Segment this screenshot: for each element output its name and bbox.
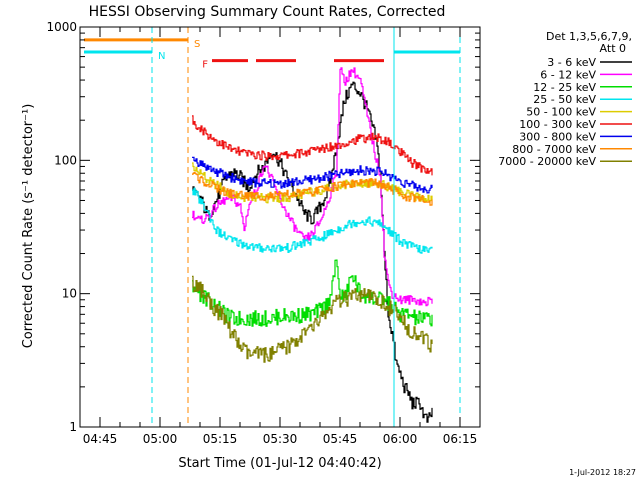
x-tick-label: 06:00 — [383, 432, 418, 446]
legend-label-2: 6 - 12 keV — [540, 68, 596, 81]
legend-header-1: Det 1,3,5,6,7,9, — [546, 30, 632, 43]
legend-label-3: 12 - 25 keV — [533, 81, 596, 94]
x-tick-label: 05:00 — [143, 432, 178, 446]
status-bar-label-N: N — [158, 51, 165, 62]
series-line-1 — [192, 81, 433, 423]
status-bar-label-S: S — [194, 39, 200, 50]
series-line-8 — [192, 171, 433, 206]
x-axis-label: Start Time (01-Jul-12 04:40:42) — [178, 456, 381, 471]
legend-label-5: 50 - 100 keV — [526, 106, 596, 119]
series-line-7 — [192, 156, 433, 194]
y-tick-label: 1000 — [46, 20, 77, 34]
y-tick-label: 100 — [54, 153, 77, 167]
series-line-6 — [192, 115, 433, 176]
legend-label-8: 800 - 7000 keV — [512, 143, 596, 156]
x-tick-label: 04:45 — [83, 432, 118, 446]
legend-label-7: 300 - 800 keV — [519, 130, 596, 143]
x-tick-label: 05:45 — [323, 432, 358, 446]
x-tick-label: 06:15 — [443, 432, 478, 446]
y-tick-label: 1 — [69, 420, 77, 434]
plot-area: S N F 1 10 100 1000 04:45 05:00 05:15 05:30 05:45 06… — [46, 20, 481, 446]
chart-title: HESSI Observing Summary Count Rates, Cor… — [89, 4, 446, 20]
x-tick-label: 05:30 — [263, 432, 298, 446]
x-tick-label: 05:15 — [203, 432, 238, 446]
y-axis-label-text: Corrected Count Rate (s⁻¹ detector⁻¹) — [21, 104, 36, 349]
series-line-9 — [192, 275, 433, 363]
legend-label-1: 3 - 6 keV — [547, 56, 596, 69]
legend-header-2: Att 0 — [600, 42, 626, 55]
legend-label-4: 25 - 50 keV — [533, 93, 596, 106]
legend-label-6: 100 - 300 keV — [519, 118, 596, 131]
plot-frame — [79, 26, 481, 428]
y-tick-label: 10 — [62, 287, 77, 301]
legend-label-9: 7000 - 20000 keV — [498, 155, 596, 168]
series-line-4 — [192, 187, 433, 254]
status-bar-label-F: F — [202, 60, 208, 71]
y-axis-label: Corrected Count Rate (s⁻¹ detector⁻¹) — [21, 104, 36, 349]
footer-timestamp: 1-Jul-2012 18:27 — [569, 468, 636, 477]
series-line-3 — [192, 259, 433, 327]
